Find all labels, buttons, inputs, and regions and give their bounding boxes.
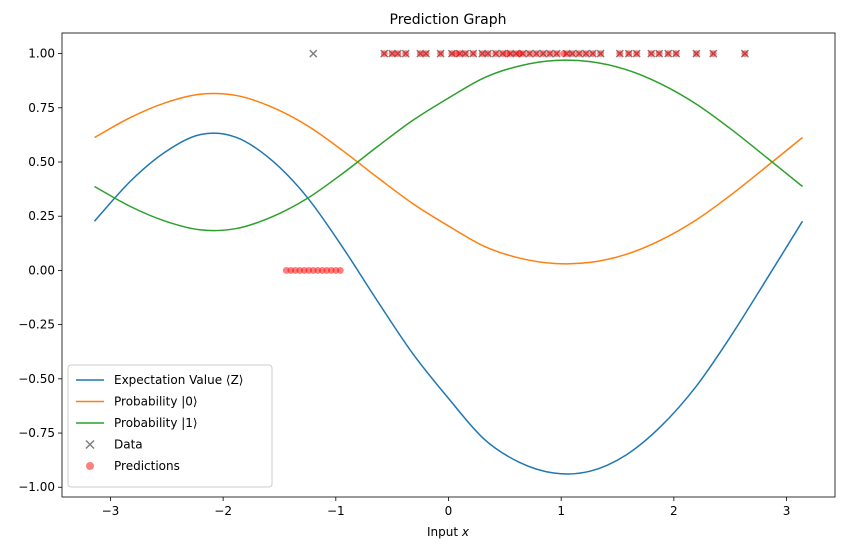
legend-dot-swatch — [86, 462, 94, 470]
x-tick-label: −2 — [214, 504, 232, 518]
x-axis-label: Input x — [427, 525, 470, 539]
prediction-point-30 — [507, 50, 514, 57]
y-tick-label: −0.50 — [18, 372, 55, 386]
prediction-point-46 — [616, 50, 624, 57]
prediction-point-26 — [484, 50, 492, 57]
prediction-point-34 — [526, 50, 534, 57]
prediction-point-15 — [394, 50, 402, 57]
y-tick-label: 0.25 — [28, 209, 55, 223]
prediction-point-51 — [664, 50, 672, 57]
prediction-point-35 — [532, 50, 540, 57]
prediction-point-37 — [546, 50, 554, 57]
prediction-point-53 — [693, 50, 700, 57]
x-tick-label: −3 — [102, 504, 120, 518]
legend-label: Probability |1⟩ — [114, 416, 198, 430]
y-tick-label: −1.00 — [18, 480, 55, 494]
legend-item: Data — [85, 438, 143, 452]
prediction-point-22 — [456, 50, 464, 57]
prediction-point-23 — [462, 50, 469, 57]
series-line-2 — [94, 59, 803, 232]
plot-area — [93, 49, 804, 475]
legend-label: Expectation Value ⟨Z⟩ — [114, 373, 244, 387]
prediction-point-27 — [492, 50, 500, 57]
x-axis-label-symbol: x — [461, 525, 470, 539]
data-point-0 — [309, 49, 318, 58]
legend-item: Predictions — [86, 459, 180, 473]
axes: −3 −2 −1 0 1 2 3 −1.00 −0.75 −0.50 −0.25 0.00 0.25 0.… — [18, 32, 836, 518]
series-line-1 — [94, 92, 803, 265]
prediction-point-49 — [647, 50, 655, 57]
prediction-point-50 — [655, 50, 663, 57]
y-tick-label: 0.50 — [28, 155, 55, 169]
prediction-point-16 — [402, 50, 410, 57]
legend-item: Probability |0⟩ — [76, 395, 198, 409]
prediction-point-17 — [416, 50, 424, 57]
prediction-point-18 — [422, 50, 430, 57]
y-tick-label: 0.75 — [28, 101, 55, 115]
x-tick-label: −1 — [327, 504, 345, 518]
y-tick-label: −0.25 — [18, 318, 55, 332]
prediction-point-43 — [582, 50, 590, 57]
y-tick-label: −0.75 — [18, 426, 55, 440]
line-series-group — [93, 59, 804, 475]
prediction-point-42 — [575, 50, 583, 57]
x-tick-label: 1 — [557, 504, 565, 518]
prediction-point-52 — [672, 50, 680, 57]
prediction-point-13 — [380, 50, 388, 57]
x-axis-label-text: Input — [427, 525, 462, 539]
prediction-point-14 — [388, 50, 396, 57]
prediction-point-25 — [478, 50, 486, 57]
prediction-point-12 — [336, 267, 344, 274]
legend-item: Expectation Value ⟨Z⟩ — [76, 373, 244, 387]
prediction-point-54 — [709, 50, 717, 57]
prediction-point-44 — [589, 50, 597, 57]
prediction-point-40 — [563, 50, 571, 57]
legend: Expectation Value ⟨Z⟩ Probability |0⟩ Prob… — [67, 364, 273, 488]
prediction-point-48 — [633, 50, 641, 57]
prediction-point-47 — [625, 50, 633, 57]
prediction-point-33 — [519, 50, 527, 57]
legend-box — [67, 364, 273, 488]
prediction-point-45 — [597, 50, 605, 57]
legend-label: Data — [114, 438, 143, 452]
chart-title: Prediction Graph — [390, 12, 507, 28]
y-tick-label: 1.00 — [28, 47, 55, 61]
prediction-point-38 — [553, 50, 561, 57]
prediction-point-41 — [569, 50, 576, 57]
legend-label: Probability |0⟩ — [114, 395, 198, 409]
x-tick-label: 0 — [445, 504, 453, 518]
y-tick-label: 0.00 — [28, 263, 55, 277]
x-tick-label: 2 — [670, 504, 678, 518]
x-tick-label: 3 — [783, 504, 791, 518]
legend-item: Probability |1⟩ — [76, 416, 198, 430]
series-line-0 — [93, 132, 804, 475]
prediction-point-55 — [741, 50, 749, 57]
prediction-points-group — [282, 50, 749, 274]
prediction-point-19 — [437, 50, 445, 57]
prediction-point-36 — [539, 50, 547, 57]
prediction-point-24 — [469, 50, 477, 57]
legend-x-swatch — [85, 439, 95, 450]
legend-label: Predictions — [114, 459, 180, 473]
